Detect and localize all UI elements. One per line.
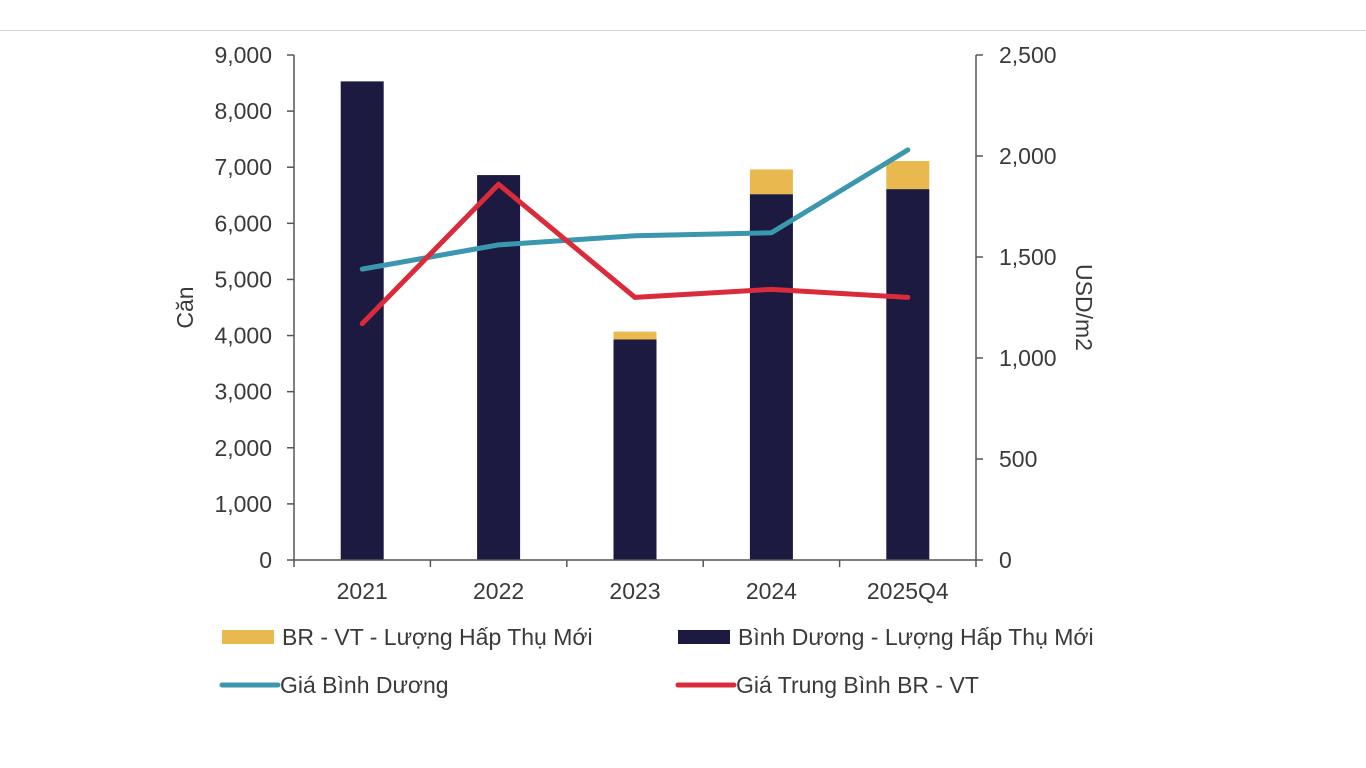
bar-binh-duong-2023 bbox=[613, 339, 657, 560]
y-left-tick-label: 6,000 bbox=[214, 210, 272, 236]
y-axis-right-title: USD/m2 bbox=[1071, 264, 1097, 351]
y-right-tick-label: 1,000 bbox=[999, 345, 1057, 371]
x-tick-label: 2024 bbox=[746, 578, 797, 604]
lines-group bbox=[359, 147, 911, 327]
bar-binh-duong-2022 bbox=[477, 175, 521, 561]
bar-binh-duong-2024 bbox=[749, 194, 793, 560]
y-left-tick-label: 2,000 bbox=[214, 435, 272, 461]
bar-br-vt-2024 bbox=[749, 169, 793, 195]
y-left-tick-label: 3,000 bbox=[214, 379, 272, 405]
y-left-tick-label: 1,000 bbox=[214, 491, 272, 517]
legend-label: Bình Dương - Lượng Hấp Thụ Mới bbox=[738, 624, 1094, 650]
y-left-tick-label: 0 bbox=[259, 547, 272, 573]
top-divider bbox=[0, 30, 1366, 31]
y-left-tick-label: 4,000 bbox=[214, 323, 272, 349]
y-right-tick-label: 0 bbox=[999, 547, 1012, 573]
legend-label: BR - VT - Lượng Hấp Thụ Mới bbox=[282, 624, 593, 650]
y-right-tick-label: 2,000 bbox=[999, 143, 1057, 169]
legend: BR - VT - Lượng Hấp Thụ Mới Bình Dương - … bbox=[219, 624, 1094, 698]
y-right-tick-label: 500 bbox=[999, 446, 1037, 472]
x-tick-label: 2025Q4 bbox=[867, 578, 949, 604]
x-tick-label: 2022 bbox=[473, 578, 524, 604]
y-left-tick-label: 8,000 bbox=[214, 98, 272, 124]
legend-label: Giá Trung Bình BR - VT bbox=[736, 672, 979, 698]
x-tick-label: 2021 bbox=[337, 578, 388, 604]
bar-br-vt-2023 bbox=[613, 331, 657, 340]
line-gia-binh-duong bbox=[359, 147, 911, 272]
labels-group: 0 1,000 2,000 3,000 4,000 5,000 6,000 7,000 8,00… bbox=[172, 42, 1097, 604]
y-right-tick-label: 1,500 bbox=[999, 244, 1057, 270]
y-left-tick-label: 7,000 bbox=[214, 154, 272, 180]
legend-label: Giá Bình Dương bbox=[280, 672, 449, 698]
x-tick-label: 2023 bbox=[609, 578, 660, 604]
axes-group bbox=[287, 54, 983, 567]
y-right-tick-label: 2,500 bbox=[999, 42, 1057, 68]
legend-swatch bbox=[678, 630, 730, 644]
legend-swatch bbox=[222, 630, 274, 644]
bar-binh-duong-2025q4 bbox=[886, 189, 930, 560]
y-axis-left-title: Căn bbox=[172, 286, 198, 328]
y-left-tick-label: 9,000 bbox=[214, 42, 272, 68]
bar-br-vt-2025q4 bbox=[886, 161, 930, 190]
y-left-tick-label: 5,000 bbox=[214, 266, 272, 292]
bars-group bbox=[340, 81, 930, 561]
